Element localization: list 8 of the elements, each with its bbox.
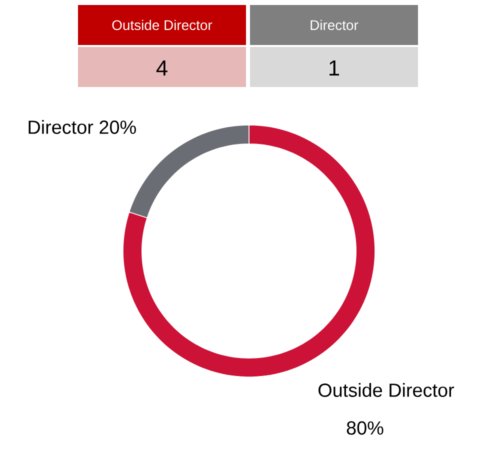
- category-label: Outside Director: [112, 20, 212, 30]
- slice-label: Director: [28, 120, 94, 134]
- text: 1: [330, 60, 340, 76]
- data-label: 80%: [346, 421, 384, 435]
- text: 4: [156, 60, 168, 76]
- data-label: 20%: [100, 120, 136, 134]
- category-label: Director: [310, 20, 358, 30]
- slice-label: Outside Director: [318, 383, 454, 397]
